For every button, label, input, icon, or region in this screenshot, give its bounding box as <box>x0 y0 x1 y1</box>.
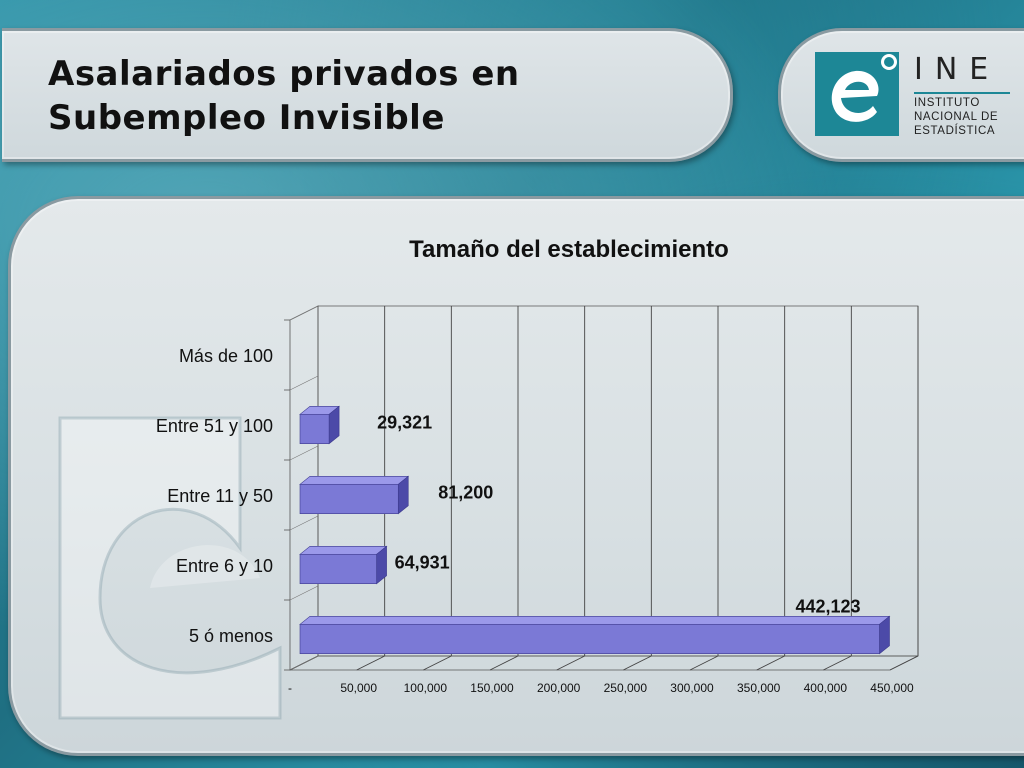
category-label: Entre 11 y 50 <box>167 486 273 506</box>
floor-gridline <box>356 655 385 671</box>
x-tick-label: 200,000 <box>537 681 581 695</box>
x-tick-label: - <box>288 681 292 695</box>
floor <box>289 655 919 671</box>
data-label: 81,200 <box>438 482 493 502</box>
x-tick-label: 150,000 <box>470 681 514 695</box>
floor-gridline <box>556 655 585 671</box>
slide-title-line1: Asalariados privados en <box>48 54 520 94</box>
data-label: 29,321 <box>377 412 432 432</box>
x-tick-label: 300,000 <box>670 681 714 695</box>
logo-line2: NACIONAL DE <box>914 111 999 123</box>
bar <box>299 413 330 444</box>
logo-divider <box>914 92 1010 94</box>
bar-top <box>299 545 388 555</box>
y-tick-depth <box>289 515 319 531</box>
axis-layer: - 50,000 100,000 150,000 200,000 250,000 300,0… <box>284 305 914 695</box>
category-label: Más de 100 <box>179 346 273 366</box>
floor-gridline <box>423 655 452 671</box>
x-tick-label: 400,000 <box>804 681 848 695</box>
title-panel <box>2 28 733 162</box>
x-tick-label: 100,000 <box>404 681 448 695</box>
bar-top <box>299 475 410 485</box>
slide-title: Asalariados privados en Subempleo Invisi… <box>48 52 688 140</box>
data-label: 64,931 <box>395 552 450 572</box>
grid-layer <box>289 305 919 671</box>
x-tick-label: 250,000 <box>604 681 648 695</box>
bar <box>299 623 880 654</box>
watermark-e-icon <box>58 416 282 720</box>
floor-gridline <box>623 655 652 671</box>
data-label: 442,123 <box>795 596 860 616</box>
x-tick-label: 450,000 <box>870 681 914 695</box>
logo-name: INE <box>914 52 1001 87</box>
logo-line3: ESTADÍSTICA <box>914 125 996 137</box>
bar-top <box>299 615 891 625</box>
bar <box>299 553 377 584</box>
slide-title-line2: Subempleo Invisible <box>48 98 445 138</box>
floor-gridline <box>823 655 852 671</box>
y-tick-depth <box>289 305 319 321</box>
y-tick-depth <box>289 375 319 391</box>
y-tick-depth <box>289 585 319 601</box>
floor-gridline <box>689 655 719 671</box>
x-tick-label: 50,000 <box>340 681 377 695</box>
y-tick-depth <box>289 655 319 671</box>
chart-panel <box>8 196 1024 756</box>
floor-gridline <box>889 655 919 671</box>
category-label: Entre 51 y 100 <box>156 416 273 436</box>
y-tick-depth <box>289 445 319 461</box>
ine-e-logo-icon <box>815 52 899 136</box>
chart-title: Tamaño del establecimiento <box>409 236 729 263</box>
floor-gridline <box>489 655 519 671</box>
bar <box>299 483 399 514</box>
floor-gridline <box>756 655 785 671</box>
category-label: 5 ó menos <box>189 626 273 646</box>
label-layer: Más de 100 Entre 51 y 100 29,321 Entre 11 y… <box>156 346 861 646</box>
logo-line1: INSTITUTO <box>914 97 980 109</box>
x-tick-label: 350,000 <box>737 681 781 695</box>
category-label: Entre 6 y 10 <box>176 556 273 576</box>
bar-layer <box>299 405 891 655</box>
